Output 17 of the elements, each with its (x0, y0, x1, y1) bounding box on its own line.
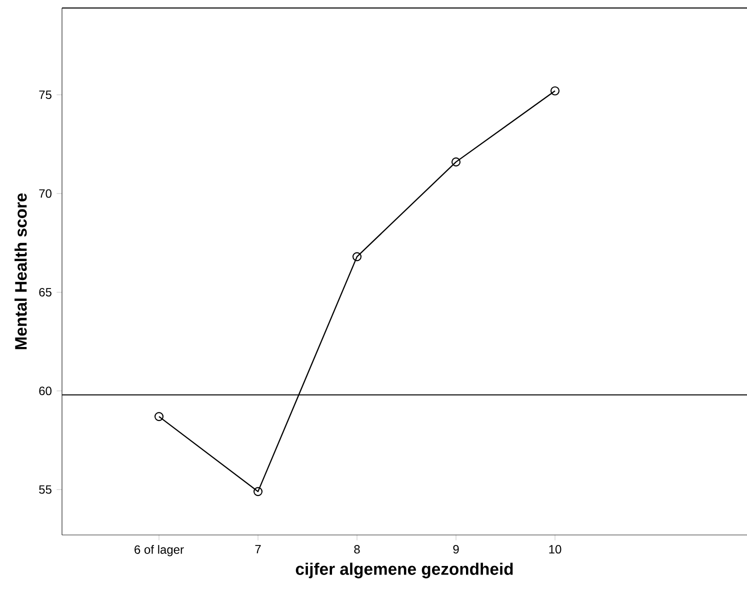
point (451, 157, 461, 166)
x-axis-title: cijfer algemene gezondheid (296, 562, 513, 578)
y-axis-title: Mental Health score (14, 193, 27, 350)
y-tick-label: 70 (39, 189, 52, 198)
x-tick-label: 9 (453, 545, 459, 554)
y-tick-label: 60 (39, 386, 52, 396)
point (253, 487, 263, 496)
x-tick-label: 10 (549, 545, 562, 554)
point (352, 252, 362, 262)
point (550, 86, 560, 96)
y-tick-label: 75 (39, 90, 52, 100)
x-tick-label: 7 (255, 545, 261, 554)
x-tick-label: 8 (354, 545, 360, 554)
y-tick-label: 65 (39, 288, 52, 296)
x-tick-label: 6 of lager (134, 545, 184, 556)
y-tick-label: 55 (39, 485, 52, 494)
point (154, 412, 164, 422)
